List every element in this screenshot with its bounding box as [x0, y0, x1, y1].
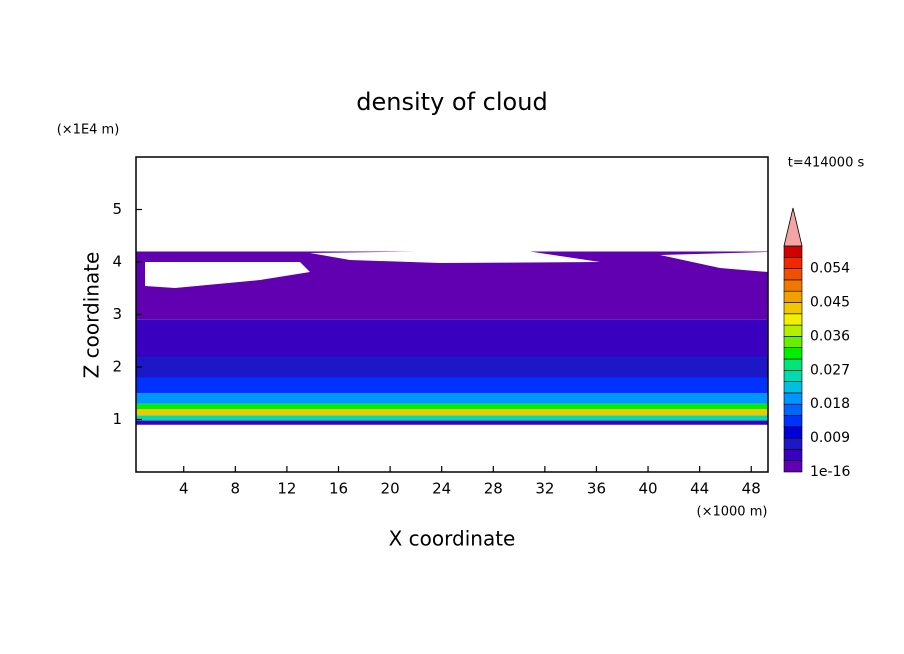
x-axis-title: X coordinate — [389, 527, 516, 551]
x-tick-label: 28 — [484, 480, 503, 498]
colorbar-box — [783, 324, 803, 337]
colorbar-extend — [783, 207, 803, 247]
contour-band — [136, 393, 768, 404]
colorbar-label: 0.036 — [810, 328, 850, 344]
x-tick-label: 36 — [587, 480, 606, 498]
time-label: t=414000 s — [788, 156, 865, 171]
y-unit: (×1E4 m) — [57, 123, 120, 138]
contour-band — [136, 403, 768, 409]
missing-region — [145, 262, 310, 288]
colorbar-box — [783, 449, 803, 461]
x-tick-label: 44 — [690, 480, 709, 498]
colorbar-label: 0.027 — [810, 362, 850, 378]
contour-band — [136, 420, 768, 425]
contour-band — [136, 319, 768, 357]
colorbar-box — [783, 268, 803, 281]
colorbar-box — [783, 460, 803, 473]
colorbar-box — [783, 302, 803, 315]
y-tick-label: 1 — [112, 410, 122, 428]
colorbar-label: 1e-16 — [810, 464, 850, 480]
colorbar-box — [783, 403, 803, 416]
contour-band — [136, 356, 768, 378]
colorbar-box — [783, 336, 803, 348]
y-axis-title: Z coordinate — [80, 252, 104, 379]
x-tick-label: 40 — [639, 480, 658, 498]
x-unit: (×1000 m) — [697, 505, 768, 520]
y-tick-label: 5 — [112, 200, 122, 218]
contour-band — [136, 415, 768, 421]
x-tick-label: 4 — [179, 480, 189, 498]
colorbar-box — [783, 279, 803, 292]
colorbar-label: 0.018 — [810, 396, 850, 412]
colorbar-box — [783, 245, 803, 258]
y-tick-label: 3 — [112, 305, 122, 323]
chart-title: density of cloud — [356, 88, 547, 116]
colorbar-box — [783, 358, 803, 371]
colorbar-label: 0.054 — [810, 261, 850, 277]
y-tick-label: 4 — [112, 253, 122, 271]
missing-region — [310, 250, 600, 263]
colorbar-box — [783, 381, 803, 394]
x-tick-label: 12 — [277, 480, 296, 498]
colorbar-box — [783, 347, 803, 360]
x-tick-label: 48 — [742, 480, 761, 498]
x-tick-label: 8 — [231, 480, 241, 498]
colorbar-box — [783, 392, 803, 405]
colorbar-box — [783, 369, 803, 382]
colorbar-box — [783, 290, 803, 303]
missing-region — [660, 252, 768, 272]
colorbar-box — [783, 313, 803, 326]
colorbar-box — [783, 437, 803, 450]
missing-region — [136, 157, 768, 248]
x-tick-label: 16 — [329, 480, 348, 498]
x-tick-label: 24 — [432, 480, 451, 498]
x-tick-label: 32 — [535, 480, 554, 498]
colorbar-box — [783, 426, 803, 439]
y-tick-label: 2 — [112, 358, 122, 376]
colorbar-label: 0.045 — [810, 295, 850, 311]
contour-band — [136, 409, 768, 416]
colorbar-box — [783, 415, 803, 428]
colorbar-box — [783, 256, 803, 269]
contour-band — [136, 377, 768, 394]
missing-regions — [136, 157, 768, 288]
colorbar-label: 0.009 — [810, 430, 850, 446]
x-tick-label: 20 — [381, 480, 400, 498]
